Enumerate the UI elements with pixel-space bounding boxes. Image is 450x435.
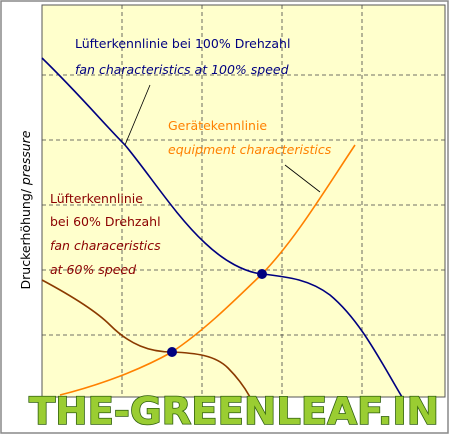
label: at 60% speed	[50, 262, 136, 277]
label: Lüfterkennlinie	[50, 191, 143, 206]
fan-100-curve	[41, 57, 403, 398]
label: Gerätekennlinie	[168, 118, 267, 133]
operating-point	[257, 269, 267, 279]
operating-point	[167, 347, 177, 357]
equipment-curve	[59, 144, 356, 396]
plot-area	[41, 4, 446, 398]
label: fan characteristics at 100% speed	[75, 62, 289, 77]
label: Lüfterkennlinie bei 100% Drehzahl	[75, 36, 290, 51]
grid	[42, 5, 445, 397]
label: equipment characteristics	[168, 142, 332, 157]
watermark: THE-GREENLEAF.IN	[29, 390, 439, 433]
leader-line	[284, 164, 321, 193]
y-axis-label-en: pressure	[18, 130, 33, 186]
label: fan characeristics	[50, 238, 161, 253]
leader-line	[124, 84, 151, 146]
y-axis-label: Druckerhöhung/ pressure	[18, 130, 33, 289]
y-axis-label-de: Druckerhöhung/	[18, 188, 33, 289]
label: bei 60% Drehzahl	[50, 214, 161, 229]
